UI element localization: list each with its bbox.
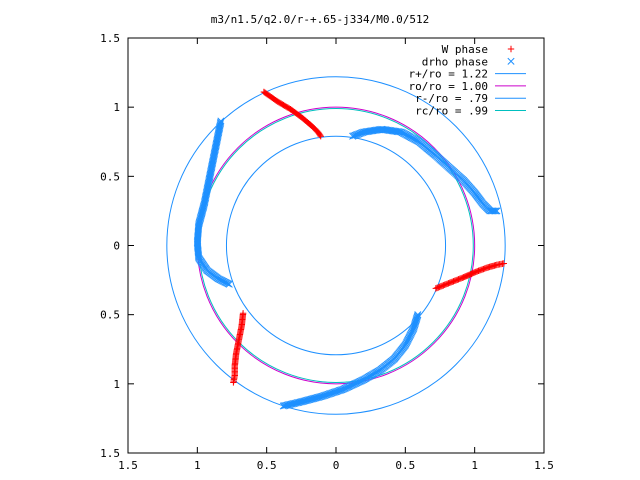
y-tick-label: 1 xyxy=(113,378,120,391)
legend-label: W phase xyxy=(442,43,488,56)
x-tick-label: 1 xyxy=(194,459,201,472)
data-point xyxy=(349,132,357,140)
data-point xyxy=(352,131,360,139)
data-point xyxy=(225,280,233,288)
x-tick-label: 0.5 xyxy=(395,459,415,472)
x-tick-label: 1.5 xyxy=(118,459,138,472)
data-point xyxy=(317,133,324,140)
x-tick-label: 1.5 xyxy=(534,459,554,472)
series-drho-phase xyxy=(193,117,501,410)
legend-label: r+/ro = 1.22 xyxy=(409,68,488,81)
legend-marker xyxy=(507,45,515,53)
x-tick-label: 0 xyxy=(333,459,340,472)
data-point xyxy=(350,132,358,140)
y-tick-label: 0 xyxy=(113,240,120,253)
chart-title: m3/n1.5/q2.0/r-+.65-j334/M0.0/512 xyxy=(211,13,430,26)
legend-marker xyxy=(507,57,515,65)
data-point xyxy=(279,402,287,410)
data-point xyxy=(354,130,362,138)
data-point xyxy=(230,379,237,386)
series-w-phase xyxy=(230,88,507,386)
y-tick-label: 1.5 xyxy=(100,447,120,460)
axis-ticks: 1.5 1 0.5 0 0.5 1 1.51.510.500.511.5 xyxy=(100,32,554,472)
data-point xyxy=(356,129,364,138)
data-point xyxy=(316,131,324,139)
circle-r-line xyxy=(166,76,506,415)
y-tick-label: 0.5 xyxy=(100,309,120,322)
legend-label: rc/ro = .99 xyxy=(415,105,488,118)
data-point xyxy=(491,207,500,215)
data-point xyxy=(282,401,290,409)
x-tick-label: 0.5 xyxy=(257,459,277,472)
legend-label: drho phase xyxy=(422,55,488,68)
circle-r-line xyxy=(225,135,447,356)
data-point xyxy=(490,207,498,215)
data-point xyxy=(410,322,418,330)
y-tick-label: 1.5 xyxy=(100,32,120,45)
reference-circles xyxy=(166,76,506,415)
data-point xyxy=(500,260,507,267)
data-series xyxy=(193,88,507,410)
y-tick-label: 1 xyxy=(113,101,120,114)
legend-label: r-/ro = .79 xyxy=(415,92,488,105)
y-tick-label: 0.5 xyxy=(100,170,120,183)
data-point xyxy=(351,131,359,139)
data-point xyxy=(355,130,363,138)
circle-rc-line xyxy=(198,108,474,383)
data-point xyxy=(493,207,501,215)
data-point xyxy=(410,323,418,331)
x-tick-label: 1 xyxy=(471,459,478,472)
legend-label: ro/ro = 1.00 xyxy=(409,80,488,93)
data-point xyxy=(281,402,289,410)
